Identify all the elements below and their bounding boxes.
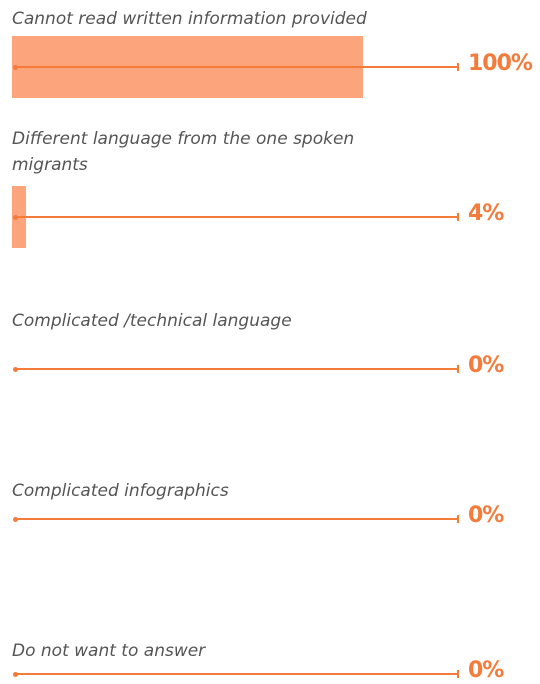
guide-end [457,515,459,523]
guide-dot [13,64,18,70]
value-label: 0% [468,353,504,378]
category-label: Cannot read written information provided [12,9,367,29]
value-label: 100% [468,51,533,76]
value-label: 0% [468,658,504,683]
category-label: Different language from the one spoken m… [12,129,355,175]
guide-line [15,518,458,520]
guide-end [457,213,459,221]
value-label: 0% [468,503,504,528]
guide-end [457,63,459,71]
guide-dot [13,671,18,677]
guide-end [457,365,459,373]
category-label: Complicated /technical language [12,311,292,331]
category-label: Complicated infographics [12,481,229,501]
guide-line [15,368,458,370]
guide-end [457,670,459,678]
category-label: Do not want to answer [12,641,206,661]
guide-dot [13,516,18,522]
guide-line [15,216,458,218]
guide-line [15,673,458,675]
value-label: 4% [468,201,504,226]
guide-dot [13,366,18,372]
guide-line [15,66,458,68]
guide-dot [13,214,18,220]
